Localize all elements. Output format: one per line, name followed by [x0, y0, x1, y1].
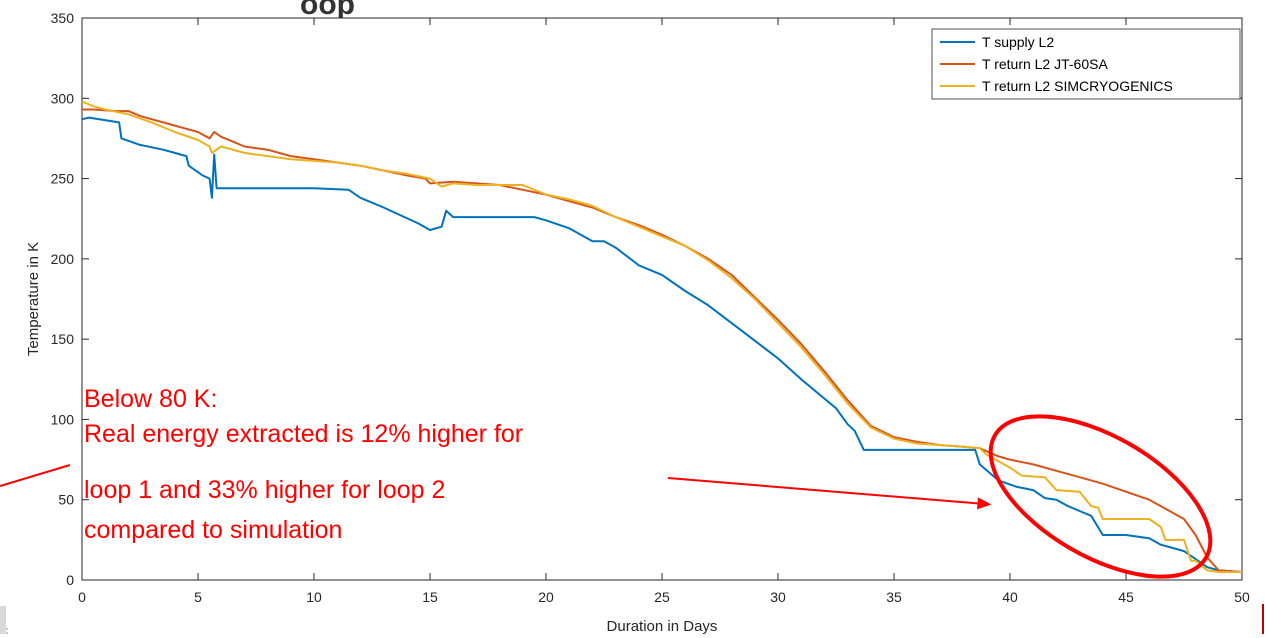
y-tick-label: 200 — [51, 251, 75, 267]
legend-box — [931, 28, 1241, 100]
x-tick-label: 15 — [422, 589, 438, 605]
annotation-line-3: loop 1 and 33% higher for loop 2 — [84, 476, 445, 504]
slide-edge-accent — [1262, 604, 1264, 634]
slide-edge-mark — [0, 606, 6, 634]
x-tick-label: 25 — [654, 589, 670, 605]
y-tick-label: 300 — [51, 90, 75, 106]
y-tick-label: 0 — [66, 572, 74, 588]
slide-title-fragment: oop — [300, 0, 355, 21]
x-tick-label: 35 — [886, 589, 902, 605]
annotation-line-2: Real energy extracted is 12% higher for — [84, 420, 523, 448]
legend-label-t-return-simcryogenics: T return L2 SIMCRYOGENICS — [982, 78, 1173, 94]
annotation-arrow — [667, 477, 978, 505]
x-tick-label: 30 — [770, 589, 786, 605]
legend: T supply L2 T return L2 JT-60SA T return… — [931, 28, 1241, 100]
y-axis-label: Temperature in K — [25, 242, 42, 356]
x-tick-label: 0 — [78, 589, 86, 605]
series-line-t-supply-l2 — [81, 116, 1243, 573]
annotation: Below 80 K: Real energy extracted is 12%… — [0, 385, 1213, 579]
annotation-ellipse — [988, 414, 1213, 579]
x-tick-label: 5 — [194, 589, 202, 605]
plot-area — [81, 17, 1243, 581]
annotation-arrowhead — [976, 497, 992, 510]
y-tick-label: 250 — [51, 171, 75, 187]
x-tick-label: 20 — [538, 589, 554, 605]
y-axis: 0 50 100 150 200 250 300 350 — [51, 10, 1242, 588]
legend-label-t-supply: T supply L2 — [982, 34, 1054, 50]
legend-label-t-return-jt60sa: T return L2 JT-60SA — [982, 56, 1108, 72]
y-tick-label: 150 — [51, 331, 75, 347]
y-tick-label: 100 — [51, 411, 75, 427]
annotation-line-1: Below 80 K: — [84, 385, 217, 413]
x-axis: 0 5 10 15 20 25 30 35 40 45 50 — [78, 18, 1250, 605]
x-axis-label: Duration in Days — [607, 618, 718, 635]
x-tick-label: 40 — [1002, 589, 1018, 605]
x-tick-label: 45 — [1118, 589, 1134, 605]
y-tick-label: 50 — [58, 492, 74, 508]
y-tick-label: 350 — [51, 10, 75, 26]
annotation-pointer-line — [0, 464, 71, 487]
series-layer — [81, 100, 1243, 573]
series-line-t-return-l2-simcryogenics — [81, 100, 1242, 573]
annotation-line-4: compared to simulation — [84, 516, 342, 544]
x-tick-label: 50 — [1234, 589, 1250, 605]
x-tick-label: 10 — [306, 589, 322, 605]
